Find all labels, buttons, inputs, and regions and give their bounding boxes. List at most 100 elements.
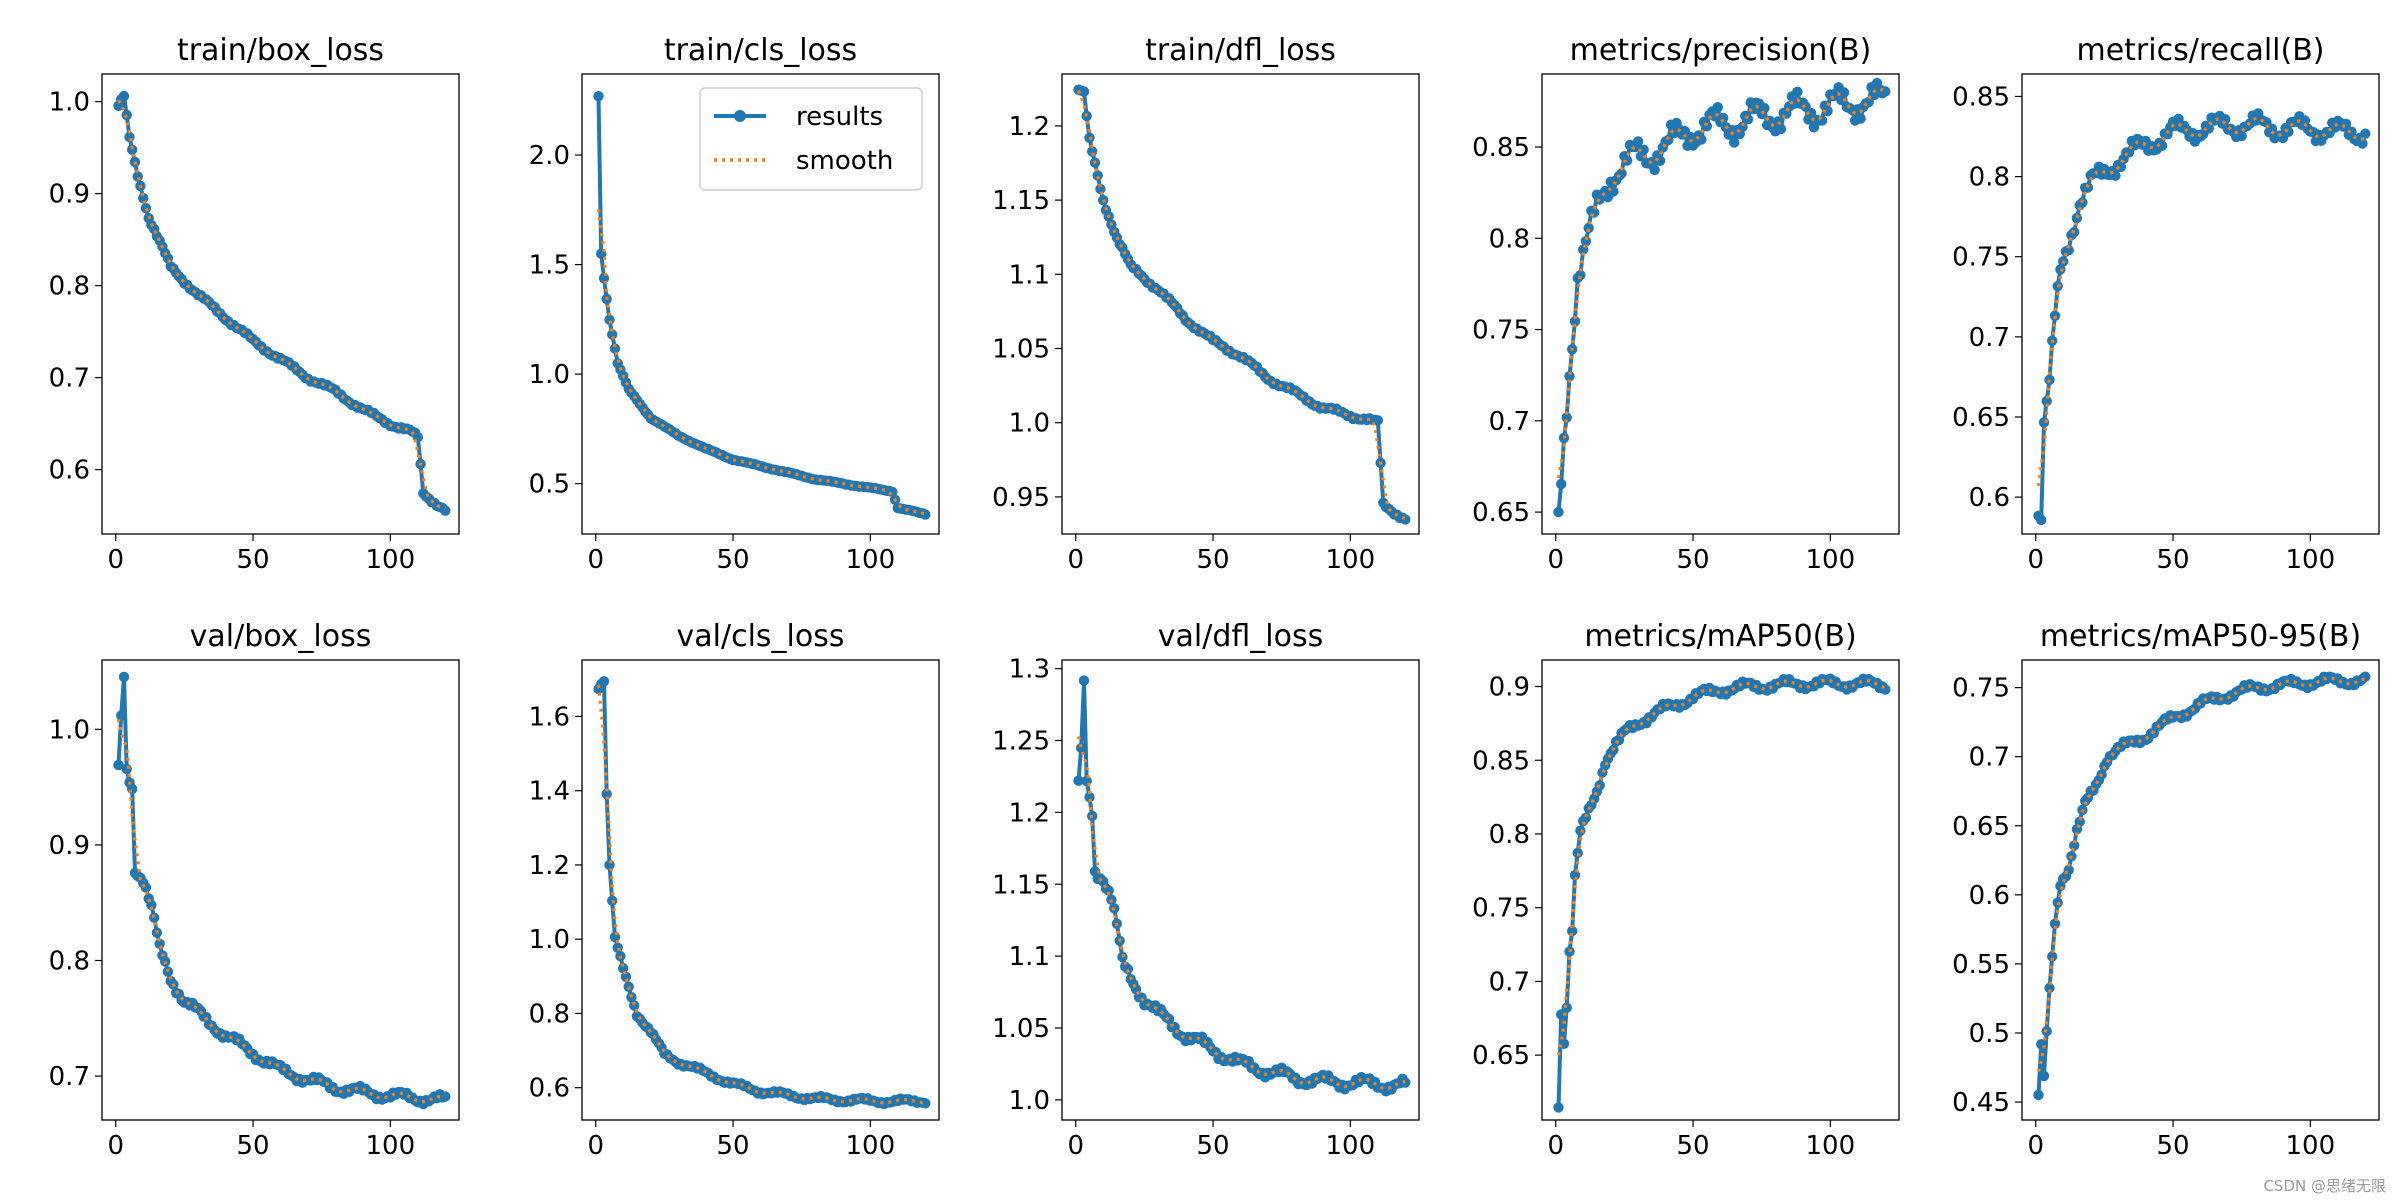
y-tick-label: 1.6 <box>529 702 570 732</box>
y-tick-label: 1.5 <box>529 251 570 281</box>
results-point <box>1572 847 1583 859</box>
y-tick-label: 1.4 <box>529 777 570 807</box>
y-tick-label: 0.6 <box>529 1074 570 1104</box>
y-tick-label: 0.5 <box>1969 1019 2010 1049</box>
results-point <box>1638 144 1649 155</box>
results-line <box>1556 676 1887 1108</box>
subplot-title: train/cls_loss <box>664 33 857 68</box>
x-tick-label: 100 <box>1806 1131 1856 1161</box>
results-point <box>601 788 612 800</box>
results-point <box>121 763 132 775</box>
axes-frame <box>2021 659 2380 1121</box>
results-point <box>140 882 152 893</box>
results-point <box>1078 86 1090 97</box>
y-tick-label: 0.7 <box>49 1062 90 1092</box>
x-tick-label: 0 <box>107 545 124 575</box>
y-tick-label: 1.2 <box>1009 112 1050 142</box>
results-point <box>2049 310 2061 321</box>
y-tick-label: 0.45 <box>1952 1088 2010 1118</box>
csdn-watermark: CSDN @思绪无限 <box>2263 1177 2386 1195</box>
legend-smooth-label: smooth <box>796 146 893 176</box>
results-point <box>1575 269 1586 281</box>
results-point <box>2360 128 2371 139</box>
subplot-title: metrics/mAP50-95(B) <box>2040 619 2361 654</box>
results-point <box>1580 812 1592 823</box>
y-tick-label: 0.85 <box>1472 133 1530 163</box>
smooth-line <box>596 684 926 1105</box>
y-tick-label: 1.05 <box>992 335 1050 365</box>
smooth-line <box>2036 676 2366 1073</box>
results-point <box>1580 236 1592 247</box>
results-point <box>2156 140 2168 151</box>
legend-results-marker <box>734 110 746 122</box>
smooth-line <box>1556 87 1887 479</box>
results-line <box>596 679 926 1106</box>
axes-frame <box>1061 73 1420 535</box>
y-tick-label: 0.8 <box>1969 163 2010 193</box>
results-point <box>440 505 451 516</box>
legend-results-label: results <box>796 102 883 132</box>
results-line <box>1076 678 1407 1094</box>
subplot-title: train/box_loss <box>177 33 384 68</box>
x-tick-label: 0 <box>2027 545 2044 575</box>
results-point <box>1792 86 1803 98</box>
results-point <box>1583 222 1594 234</box>
results-point <box>2069 840 2080 851</box>
results-point <box>1649 164 1660 176</box>
x-tick-label: 50 <box>1196 1131 1229 1161</box>
x-tick-label: 0 <box>2027 1131 2044 1161</box>
results-point <box>140 202 152 214</box>
results-point <box>1775 123 1787 135</box>
results-point <box>593 91 604 102</box>
results-point <box>1556 478 1567 490</box>
y-tick-label: 1.1 <box>1009 942 1050 972</box>
axes-frame <box>1061 659 1420 1121</box>
results-point <box>2203 123 2214 134</box>
smooth-line <box>117 99 446 511</box>
results-point <box>2036 514 2047 526</box>
results-point <box>1400 514 1411 525</box>
x-tick-label: 100 <box>366 545 416 575</box>
results-point <box>2033 1089 2044 1101</box>
results-point <box>1564 371 1575 382</box>
y-tick-label: 1.05 <box>992 1014 1050 1044</box>
results-point <box>2071 212 2083 224</box>
subplot-metrics-recall-b: 0 50 100 0.6 0.65 0.7 0.75 0.8 0.85 metrics/recal… <box>1952 33 2380 575</box>
smooth-line <box>1076 736 1406 1091</box>
results-point <box>618 963 629 974</box>
results-point <box>629 1000 640 1011</box>
results-line <box>1556 81 1887 513</box>
subplot-train-cls-loss: 0 50 100 0.5 1.0 1.5 2.0 train/cls_loss <box>529 33 940 575</box>
results-line <box>2036 674 2367 1096</box>
results-point <box>1712 102 1724 113</box>
axes-frame <box>581 659 940 1121</box>
results-point <box>1589 207 1600 218</box>
y-tick-label: 0.55 <box>1952 950 2010 980</box>
results-point <box>609 343 621 354</box>
subplot-metrics-precision-b: 0 50 100 0.65 0.7 0.75 0.8 0.85 metrics/precisio… <box>1472 33 1900 575</box>
results-point <box>1103 885 1114 896</box>
x-tick-label: 100 <box>2286 545 2336 575</box>
results-point <box>620 971 632 982</box>
results-point <box>607 329 618 340</box>
results-point <box>1632 136 1644 147</box>
y-tick-label: 1.1 <box>1009 260 1050 290</box>
results-point <box>1737 121 1748 133</box>
results-line <box>116 674 446 1107</box>
y-tick-label: 0.7 <box>1489 407 1530 437</box>
y-tick-label: 1.3 <box>1009 655 1050 685</box>
results-point <box>1880 684 1891 695</box>
results-point <box>1621 155 1633 166</box>
y-tick-label: 1.0 <box>529 925 570 955</box>
y-tick-label: 0.75 <box>1472 316 1530 346</box>
x-tick-label: 0 <box>1067 545 1084 575</box>
results-point <box>2047 951 2058 962</box>
results-point <box>920 1098 931 1109</box>
results-point <box>1567 925 1578 937</box>
x-tick-label: 50 <box>236 1131 269 1161</box>
x-tick-label: 0 <box>587 1131 604 1161</box>
results-line <box>116 94 447 513</box>
results-point <box>1822 105 1833 117</box>
y-tick-label: 0.8 <box>49 947 90 977</box>
y-tick-label: 0.7 <box>1969 323 2010 353</box>
